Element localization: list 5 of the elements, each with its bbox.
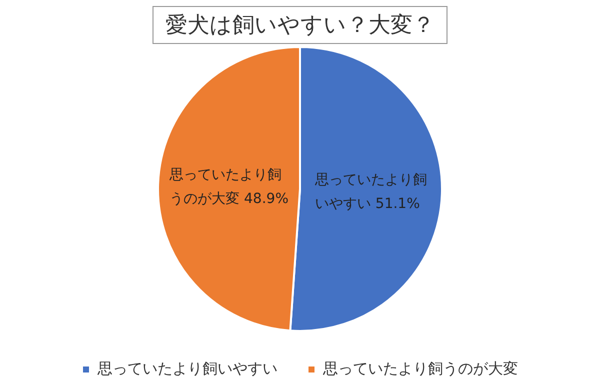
category-label: 思っていたより飼うのが大変 48.9% [170, 167, 289, 208]
legend-label: 思っていたより飼いやすい [96, 359, 278, 378]
chart-title: 愛犬は飼いやすい？大変？ [152, 6, 448, 44]
category-label: 思っていたより飼いやすい 51.1% [314, 172, 427, 212]
legend-label: 思っていたより飼うのが大変 [322, 359, 518, 378]
